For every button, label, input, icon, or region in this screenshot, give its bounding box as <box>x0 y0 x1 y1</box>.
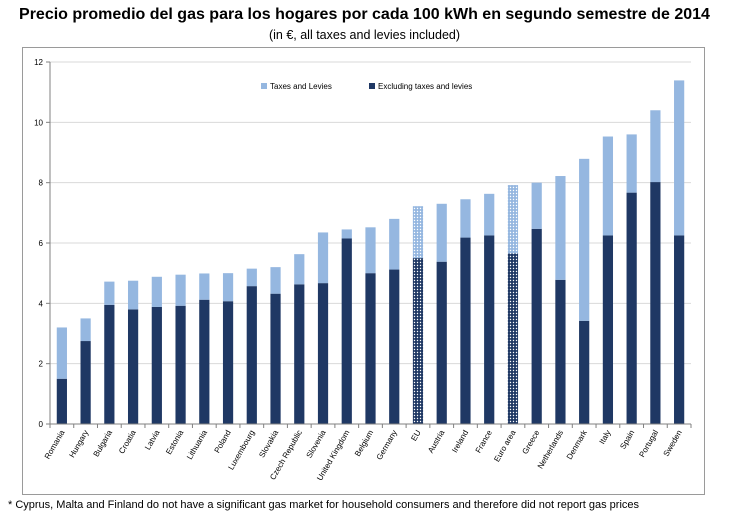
chart-subtitle: (in €, all taxes and levies included) <box>268 28 461 42</box>
bar-excluding-eu <box>412 258 424 424</box>
bar-taxes-czech-republic <box>294 254 305 285</box>
x-tick-label: Slovenia <box>305 428 328 460</box>
legend-label-excluding: Excluding taxes and levies <box>378 82 472 91</box>
y-tick-label: 0 <box>39 420 44 429</box>
bar-excluding-estonia <box>175 305 186 424</box>
bar-taxes-luxembourg <box>246 268 257 287</box>
bar-excluding-ireland <box>460 237 471 424</box>
bar-excluding-hungary <box>80 341 91 424</box>
bar-taxes-netherlands <box>555 176 566 280</box>
bar-excluding-portugal <box>650 182 661 424</box>
bar-taxes-greece <box>531 182 542 229</box>
bar-taxes-united-kingdom <box>341 229 352 239</box>
x-tick-label: Lithuania <box>185 428 209 461</box>
bar-excluding-lithuania <box>199 299 210 424</box>
bar-taxes-lithuania <box>199 273 210 300</box>
stacked-bar-chart: 0 2 4 6 8 10 12 Romania Hungary Bulgaria Croatia La… <box>34 58 692 482</box>
bar-excluding-austria <box>436 261 447 424</box>
bar-taxes-italy <box>602 136 614 236</box>
bar-excluding-slovakia <box>270 293 281 424</box>
legend-label-taxes: Taxes and Levies <box>270 82 332 91</box>
x-tick-label: Croatia <box>117 428 138 455</box>
bar-excluding-spain <box>626 192 637 424</box>
x-tick-label: Estonia <box>164 428 185 456</box>
bar-taxes-denmark <box>579 158 590 321</box>
bar-taxes-ireland <box>460 199 471 238</box>
x-tick-label: Sweden <box>662 429 684 459</box>
x-tick-label: EU <box>409 428 422 442</box>
x-tick-label: Hungary <box>67 429 90 460</box>
bar-excluding-slovenia <box>317 283 329 424</box>
bar-taxes-romania <box>56 327 67 379</box>
bar-excluding-sweden <box>674 235 685 424</box>
bar-excluding-poland <box>222 301 234 424</box>
bar-taxes-germany <box>389 218 400 270</box>
bar-excluding-france <box>484 235 495 424</box>
x-tick-label: Euro area <box>492 428 518 463</box>
bar-excluding-greece <box>531 228 542 424</box>
bar-taxes-estonia <box>175 274 186 306</box>
x-tick-label: Portugal <box>637 428 660 458</box>
bar-excluding-belgium <box>365 273 376 424</box>
footnote: * Cyprus, Malta and Finland do not have … <box>8 499 640 511</box>
bar-excluding-denmark <box>579 320 590 424</box>
bar-excluding-italy <box>602 235 614 424</box>
bar-taxes-spain <box>626 134 637 193</box>
bar-taxes-slovakia <box>270 267 281 294</box>
bar-excluding-united-kingdom <box>341 238 352 424</box>
bar-excluding-bulgaria <box>104 304 115 424</box>
bar-taxes-bulgaria <box>104 281 115 305</box>
x-tick-label: France <box>474 428 495 455</box>
x-tick-label: Germany <box>375 429 399 462</box>
bar-excluding-croatia <box>127 309 139 424</box>
legend: Taxes and Levies Excluding taxes and lev… <box>261 82 472 91</box>
x-tick-label: Italy <box>598 429 613 446</box>
y-tick-label: 12 <box>34 58 43 67</box>
y-tick-label: 4 <box>39 299 44 308</box>
bar-excluding-germany <box>389 269 400 424</box>
x-tick-label: Romania <box>43 428 67 461</box>
bar-excluding-romania <box>56 378 67 424</box>
y-tick-label: 6 <box>39 239 44 248</box>
x-tick-label: Poland <box>213 429 233 455</box>
x-tick-label: Belgium <box>353 428 375 458</box>
x-tick-label: Denmark <box>565 428 590 461</box>
bar-excluding-czech-republic <box>294 284 305 424</box>
bar-taxes-france <box>484 193 495 236</box>
bar-excluding-netherlands <box>555 279 566 424</box>
x-tick-label: Austria <box>426 428 447 455</box>
bar-taxes-euro-area <box>507 185 519 254</box>
y-tick-label: 10 <box>34 118 43 127</box>
chart-title: Precio promedio del gas para los hogares… <box>19 6 710 23</box>
bar-excluding-latvia <box>151 306 162 424</box>
y-tick-label: 2 <box>39 360 44 369</box>
bar-taxes-portugal <box>650 110 661 183</box>
bar-excluding-euro-area <box>507 253 519 424</box>
bar-taxes-eu <box>412 206 424 259</box>
x-tick-label: Latvia <box>143 428 162 451</box>
bar-taxes-slovenia <box>317 232 329 284</box>
x-tick-label: Greece <box>521 428 542 456</box>
legend-swatch-taxes <box>261 83 267 89</box>
bars <box>56 80 685 424</box>
bar-taxes-poland <box>222 273 234 302</box>
x-tick-label: Ireland <box>450 429 470 455</box>
bar-taxes-croatia <box>127 280 139 310</box>
bar-taxes-austria <box>436 203 447 262</box>
bar-taxes-latvia <box>151 276 162 307</box>
legend-swatch-excluding <box>369 83 375 89</box>
bar-excluding-luxembourg <box>246 286 257 424</box>
x-tick-label: Bulgaria <box>92 428 115 458</box>
x-tick-label: Spain <box>618 429 636 451</box>
y-tick-label: 8 <box>39 179 44 188</box>
x-tick-label: Slovakia <box>257 428 280 459</box>
bar-taxes-sweden <box>674 80 685 236</box>
bar-taxes-hungary <box>80 318 91 342</box>
chart-frame: 0 2 4 6 8 10 12 Romania Hungary Bulgaria Croatia La… <box>22 47 705 495</box>
bar-taxes-belgium <box>365 227 376 274</box>
